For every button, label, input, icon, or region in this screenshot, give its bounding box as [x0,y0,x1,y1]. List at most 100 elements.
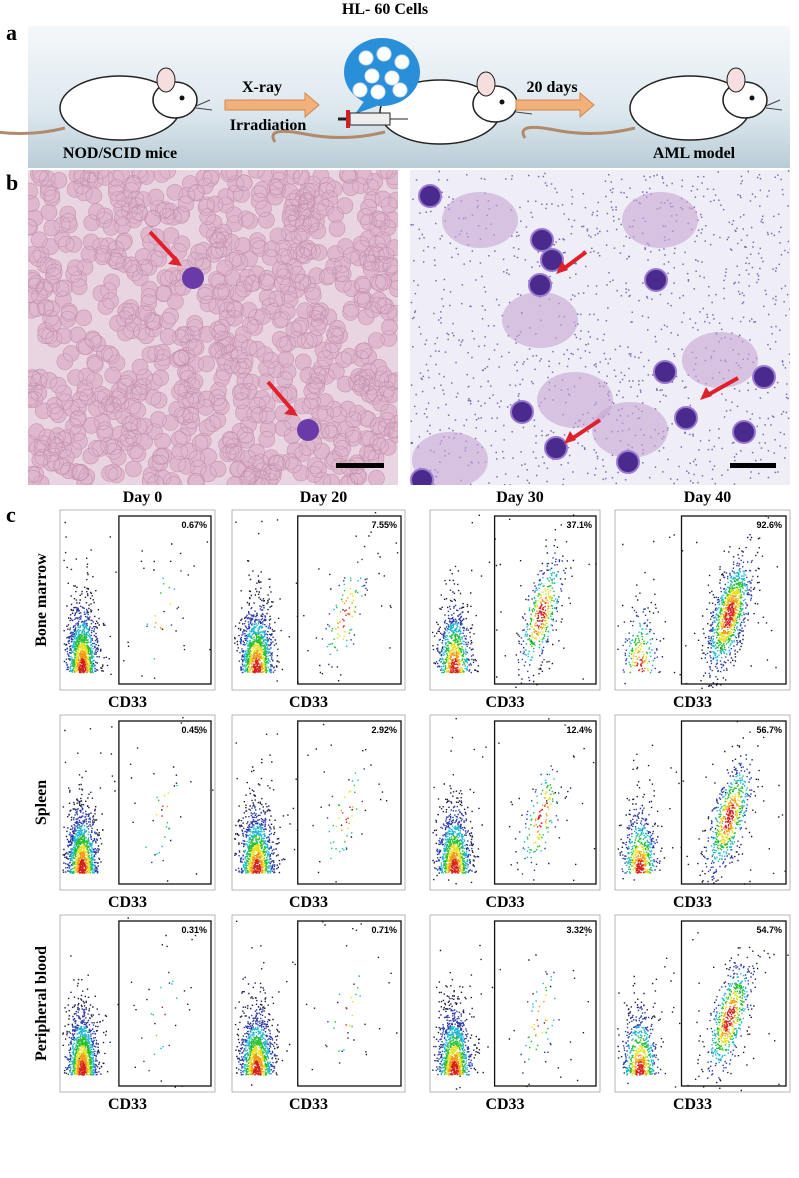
gate-percent: 54.7% [756,925,782,935]
step-text: 20 days [526,79,577,96]
stroma [622,192,698,248]
stroma [592,402,668,458]
gate [680,720,787,885]
x-axis-label: CD33 [485,1096,524,1113]
events [234,512,399,683]
cells-label: HL- 60 Cells [342,1,428,18]
column-header: Day 20 [300,489,348,506]
events [634,998,738,1076]
mice [0,67,783,145]
events [446,588,552,674]
blast [530,228,554,252]
events [448,797,549,873]
events [622,956,754,1079]
x-axis-label: CD33 [673,1096,712,1113]
gate-percent: 0.45% [181,725,207,735]
events [625,973,748,1076]
gate [297,720,402,885]
blast [674,406,698,430]
x-axis-label: CD33 [485,894,524,911]
blast [644,268,668,292]
hl-cell [352,82,368,98]
gate-percent: 0.31% [181,925,207,935]
stroma [682,332,758,388]
column-header: Day 30 [496,489,544,506]
gate [493,515,597,685]
hl-cell [384,70,400,86]
micrograph-marrow [410,170,790,485]
panel-label: b [6,170,18,195]
gate [118,515,212,685]
mouse-eye [749,95,755,101]
arrow [515,91,595,119]
mice-label: NOD/SCID mice [63,145,177,162]
x-axis-label: CD33 [289,894,328,911]
panel-label: a [6,20,17,45]
events [617,720,786,885]
hl-cell [376,46,392,62]
gate [297,515,402,685]
gate-percent: 0.67% [181,520,207,530]
mouse-ear [156,67,176,93]
plot-frame [614,509,791,691]
events [629,579,744,674]
events [632,587,741,672]
mouse-ear [726,67,746,93]
blast [510,400,534,424]
x-axis-label: CD33 [673,894,712,911]
blast [544,436,568,460]
gate-percent: 7.55% [371,520,397,530]
events [435,971,560,1076]
blast [653,360,677,384]
gate [680,515,787,685]
row-label: Bone marrow [33,553,50,647]
stroma [502,292,578,348]
stroma [412,432,488,485]
x-axis-label: CD33 [108,1096,147,1113]
events [63,521,211,679]
gate-percent: 92.6% [756,520,782,530]
mouse-whisker [195,99,213,111]
syringe [338,110,408,128]
hl-cell [394,54,410,70]
row-label: Peripheral blood [33,946,50,1061]
x-axis-label: CD33 [108,694,147,711]
blast [732,420,756,444]
gate [680,920,787,1087]
events [74,1045,91,1076]
x-axis-label: CD33 [289,1096,328,1113]
gate-percent: 56.7% [756,725,782,735]
gate [118,720,212,885]
mouse-ear [476,71,496,97]
hl-cell [370,84,386,100]
step-text: X-ray [242,79,282,96]
blast [418,184,442,208]
x-axis-label: CD33 [108,894,147,911]
gate-percent: 0.71% [371,925,397,935]
plot-frame [231,509,406,691]
blast [528,273,552,297]
micrograph-blood [28,170,398,485]
events [65,971,170,1076]
panel-label: c [6,502,16,527]
x-axis-label: CD33 [485,694,524,711]
arrow [224,91,320,119]
events [634,797,738,874]
hl-cell [364,68,380,84]
mouse-eye [499,99,505,105]
mouse-tail [521,125,636,139]
x-axis-label: CD33 [673,694,712,711]
gate-percent: 37.1% [566,520,592,530]
gate [493,920,597,1087]
blast [752,365,776,389]
blast [540,248,564,272]
stroma [537,372,613,428]
events [238,1007,341,1076]
hl-cell [392,82,408,98]
row-label: Spleen [33,780,50,825]
gate-percent: 2.92% [371,725,397,735]
blast [410,468,434,485]
events [448,596,550,674]
events [78,658,87,674]
